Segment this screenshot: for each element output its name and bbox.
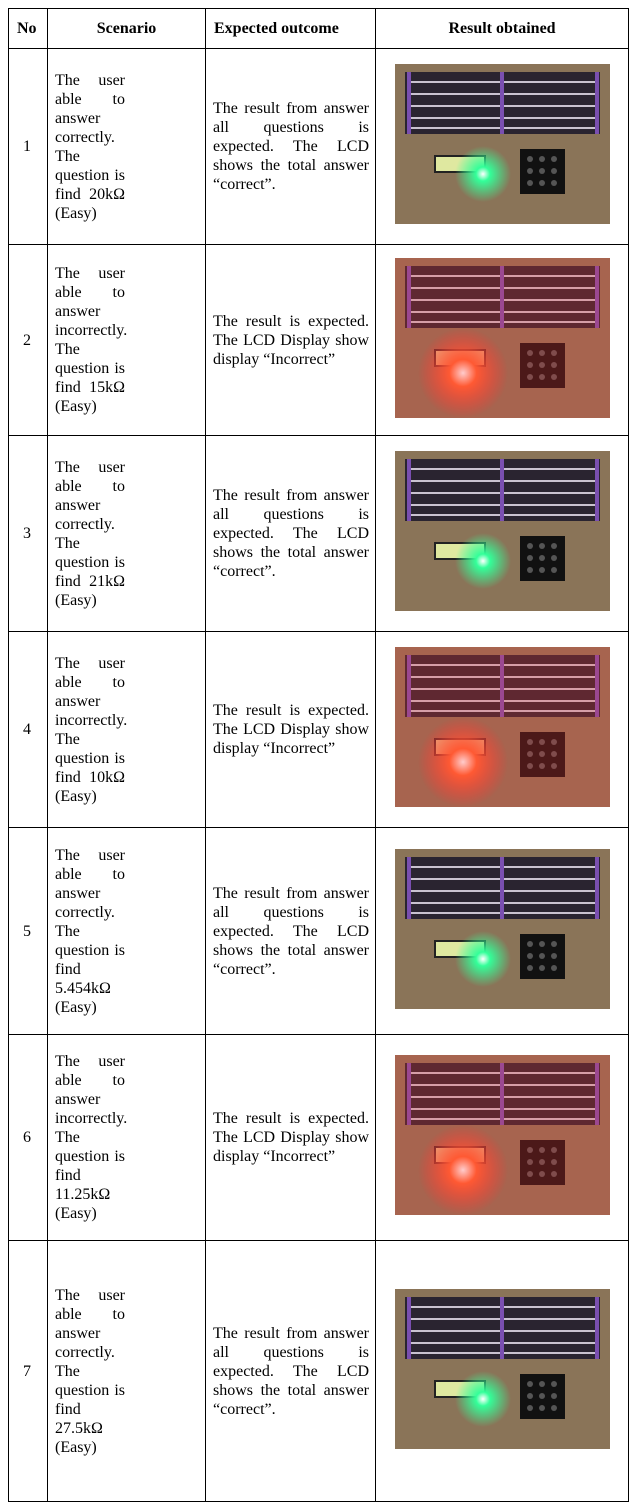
scenario-text: The user able to answer correctly. The q…: [55, 846, 125, 1016]
expected-text: The result from answer all questions is …: [213, 884, 369, 978]
expected-cell: The result is expected. The LCD Display …: [205, 631, 376, 828]
expected-cell: The result from answer all questions is …: [205, 1240, 376, 1502]
header-cell: Scenario: [47, 8, 206, 49]
header-cell: No: [8, 8, 48, 49]
result-photo: [395, 64, 610, 224]
scenario-text: The user able to answer incorrectly. The…: [55, 654, 128, 805]
scenario-cell: The user able to answer correctly. The q…: [47, 1240, 206, 1502]
header-cell: Result obtained: [375, 8, 629, 49]
result-cell: [375, 1034, 629, 1241]
table-row: 1 The user able to answer correctly. The …: [8, 48, 629, 245]
table-row: 7 The user able to answer correctly. The …: [8, 1240, 629, 1502]
result-cell: [375, 435, 629, 632]
scenario-text: The user able to answer incorrectly. The…: [55, 265, 128, 415]
expected-text: The result is expected. The LCD Display …: [213, 702, 369, 757]
result-cell: [375, 1240, 629, 1502]
expected-text: The result from answer all questions is …: [213, 487, 369, 580]
result-photo: [395, 647, 610, 807]
table-row: 5 The user able to answer correctly. The …: [8, 827, 629, 1035]
expected-text: The result is expected. The LCD Display …: [213, 312, 369, 368]
scenario-cell: The user able to answer incorrectly. The…: [47, 1034, 206, 1241]
row-number: 6: [8, 1034, 48, 1241]
table-row: 6 The user able to answer incorrectly. Th…: [8, 1034, 629, 1241]
expected-text: The result from answer all questions is …: [213, 100, 369, 193]
result-cell: [375, 827, 629, 1035]
scenario-cell: The user able to answer correctly. The q…: [47, 48, 206, 245]
result-cell: [375, 48, 629, 245]
header-cell: Expected outcome: [205, 8, 376, 49]
scenario-text: The user able to answer correctly. The q…: [55, 71, 125, 222]
table-row: 4 The user able to answer incorrectly. Th…: [8, 631, 629, 828]
scenario-cell: The user able to answer incorrectly. The…: [47, 244, 206, 436]
scenario-text: The user able to answer correctly. The q…: [55, 458, 125, 609]
row-number: 7: [8, 1240, 48, 1502]
result-photo: [395, 258, 610, 418]
result-cell: [375, 244, 629, 436]
expected-cell: The result from answer all questions is …: [205, 435, 376, 632]
table-row: 2 The user able to answer incorrectly. Th…: [8, 244, 629, 436]
scenario-cell: The user able to answer correctly. The q…: [47, 435, 206, 632]
result-photo: [395, 1055, 610, 1215]
scenario-text: The user able to answer incorrectly. The…: [55, 1053, 128, 1222]
table-row: 3 The user able to answer correctly. The …: [8, 435, 629, 632]
row-number: 4: [8, 631, 48, 828]
header-row: No Scenario Expected outcome Result obta…: [8, 8, 629, 49]
result-photo: [395, 1289, 610, 1449]
results-table: No Scenario Expected outcome Result obta…: [8, 8, 629, 1502]
row-number: 2: [8, 244, 48, 436]
row-number: 3: [8, 435, 48, 632]
row-number: 5: [8, 827, 48, 1035]
result-photo: [395, 451, 610, 611]
result-photo: [395, 849, 610, 1009]
expected-cell: The result from answer all questions is …: [205, 48, 376, 245]
expected-text: The result from answer all questions is …: [213, 1324, 369, 1418]
scenario-cell: The user able to answer incorrectly. The…: [47, 631, 206, 828]
expected-cell: The result from answer all questions is …: [205, 827, 376, 1035]
expected-cell: The result is expected. The LCD Display …: [205, 244, 376, 436]
scenario-cell: The user able to answer correctly. The q…: [47, 827, 206, 1035]
expected-text: The result is expected. The LCD Display …: [213, 1110, 369, 1165]
result-cell: [375, 631, 629, 828]
expected-cell: The result is expected. The LCD Display …: [205, 1034, 376, 1241]
row-number: 1: [8, 48, 48, 245]
scenario-text: The user able to answer correctly. The q…: [55, 1286, 125, 1456]
table-body: 1 The user able to answer correctly. The …: [8, 48, 629, 1502]
